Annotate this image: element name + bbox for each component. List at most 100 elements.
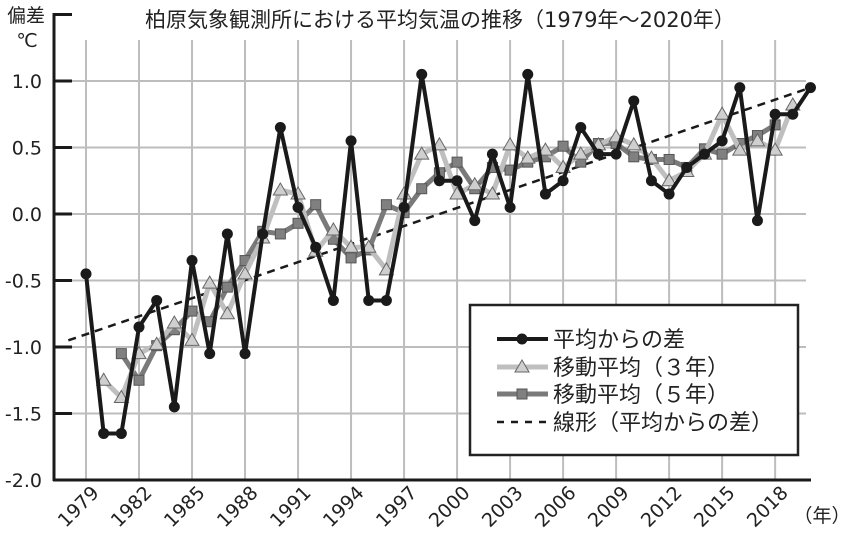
series-layer — [67, 68, 816, 439]
y-tick-label: -2.0 — [5, 470, 42, 492]
data-point-anomaly — [345, 135, 357, 147]
data-point-anomaly — [310, 241, 322, 253]
data-point-ma3 — [466, 176, 483, 191]
x-tick-label: 1991 — [266, 482, 316, 532]
data-point-ma3 — [113, 389, 130, 404]
data-point-anomaly — [769, 108, 781, 120]
data-point-ma5 — [133, 374, 145, 386]
data-point-anomaly — [592, 148, 604, 160]
data-point-ma3 — [484, 186, 501, 200]
data-point-anomaly — [257, 228, 269, 240]
y-tick-label: 0.5 — [12, 138, 42, 160]
data-point-anomaly — [416, 68, 428, 80]
data-point-ma5 — [557, 140, 569, 152]
x-tick-label: 1979 — [54, 482, 104, 532]
x-tick-label: 1994 — [319, 482, 369, 532]
data-point-anomaly — [698, 148, 710, 160]
data-point-anomaly — [98, 427, 110, 439]
data-point-anomaly — [433, 175, 445, 187]
data-point-anomaly — [610, 148, 622, 160]
data-point-ma5 — [628, 151, 640, 163]
legend-label-anomaly: 平均からの差 — [553, 328, 685, 353]
data-point-ma3 — [767, 142, 784, 156]
data-point-anomaly — [645, 175, 657, 187]
data-point-ma3 — [661, 172, 677, 187]
data-point-ma3 — [749, 132, 766, 147]
data-point-ma5 — [186, 305, 198, 317]
y-tick-label: 1.0 — [12, 71, 42, 93]
legend-marker-ma5 — [516, 388, 528, 400]
data-point-ma5 — [380, 199, 392, 211]
x-tick-label: 2003 — [478, 482, 528, 532]
data-point-anomaly — [151, 294, 163, 306]
y-tick-label: -1.5 — [5, 404, 42, 426]
y-axis-label-line2: ℃ — [16, 30, 37, 52]
data-point-ma3 — [572, 146, 589, 160]
data-point-ma3 — [625, 136, 642, 151]
data-point-anomaly — [398, 201, 410, 213]
data-point-anomaly — [451, 175, 463, 187]
x-tick-label: 2006 — [531, 482, 581, 532]
y-tick-label: -0.5 — [5, 271, 42, 293]
data-point-ma5 — [451, 156, 463, 168]
data-point-anomaly — [168, 401, 180, 413]
data-point-anomaly — [221, 228, 233, 240]
data-point-anomaly — [486, 148, 498, 160]
data-point-anomaly — [133, 321, 145, 333]
x-tick-label: 2018 — [743, 482, 793, 532]
data-point-anomaly — [380, 294, 392, 306]
data-point-ma3 — [537, 142, 554, 156]
legend-label-trend: 線形（平均からの差） — [553, 411, 773, 436]
data-point-anomaly — [787, 108, 799, 120]
data-point-anomaly — [681, 161, 693, 173]
data-point-anomaly — [363, 294, 375, 306]
data-point-anomaly — [628, 95, 640, 107]
x-axis-label: （年） — [793, 505, 850, 527]
legend: 平均からの差 移動平均（３年） 移動平均（５年） 線形（平均からの差） — [468, 303, 800, 457]
data-point-ma5 — [416, 183, 428, 195]
y-tick-label: 0.0 — [12, 204, 42, 226]
y-axis-label-line1: 偏差 — [7, 5, 45, 27]
data-point-ma3 — [219, 305, 236, 320]
x-tick-label: 2015 — [690, 482, 740, 532]
data-point-anomaly — [522, 68, 534, 80]
data-point-anomaly — [734, 82, 746, 94]
data-point-anomaly — [204, 348, 216, 360]
grid — [54, 40, 806, 480]
data-point-anomaly — [716, 135, 728, 147]
x-tick-label: 1982 — [107, 482, 157, 532]
x-tick-label: 1997 — [372, 482, 422, 532]
data-point-anomaly — [539, 188, 551, 200]
data-point-ma5 — [221, 281, 233, 293]
data-point-ma3 — [431, 136, 448, 151]
data-point-anomaly — [115, 427, 127, 439]
data-point-anomaly — [504, 201, 516, 213]
data-point-anomaly — [751, 215, 763, 227]
data-point-ma3 — [272, 182, 289, 196]
x-tick-label: 1985 — [160, 482, 210, 532]
data-point-anomaly — [575, 122, 587, 134]
x-tick-label: 2009 — [584, 482, 634, 532]
data-point-ma3 — [502, 136, 518, 151]
series-trend — [67, 86, 811, 342]
data-point-anomaly — [186, 255, 198, 267]
y-tick-label: -1.0 — [5, 337, 42, 359]
series-anomaly — [80, 68, 816, 439]
data-point-anomaly — [469, 215, 481, 227]
legend-marker-anomaly — [516, 333, 528, 345]
data-point-ma3 — [184, 332, 200, 346]
data-point-ma3 — [95, 372, 112, 386]
data-point-ma5 — [115, 348, 127, 360]
data-point-anomaly — [663, 188, 675, 200]
data-point-ma5 — [716, 148, 728, 160]
data-point-anomaly — [239, 348, 251, 360]
data-point-anomaly — [274, 122, 286, 134]
data-point-ma3 — [237, 265, 253, 280]
x-tick-label: 1988 — [213, 482, 263, 532]
data-point-ma3 — [413, 146, 430, 160]
data-point-ma3 — [343, 239, 359, 253]
chart-title: 柏原気象観測所における平均気温の推移（1979年～2020年） — [145, 8, 735, 32]
data-point-ma5 — [345, 252, 357, 264]
data-point-ma3 — [201, 275, 218, 289]
